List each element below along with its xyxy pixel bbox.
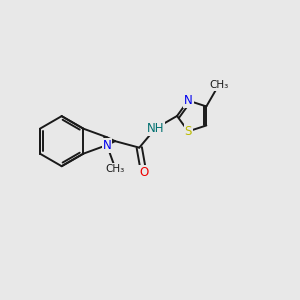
Text: N: N — [103, 139, 111, 152]
Text: N: N — [184, 94, 193, 107]
Text: CH₃: CH₃ — [106, 164, 125, 174]
Text: S: S — [184, 125, 192, 138]
Text: CH₃: CH₃ — [209, 80, 229, 90]
Text: O: O — [139, 166, 148, 179]
Text: NH: NH — [147, 122, 164, 135]
